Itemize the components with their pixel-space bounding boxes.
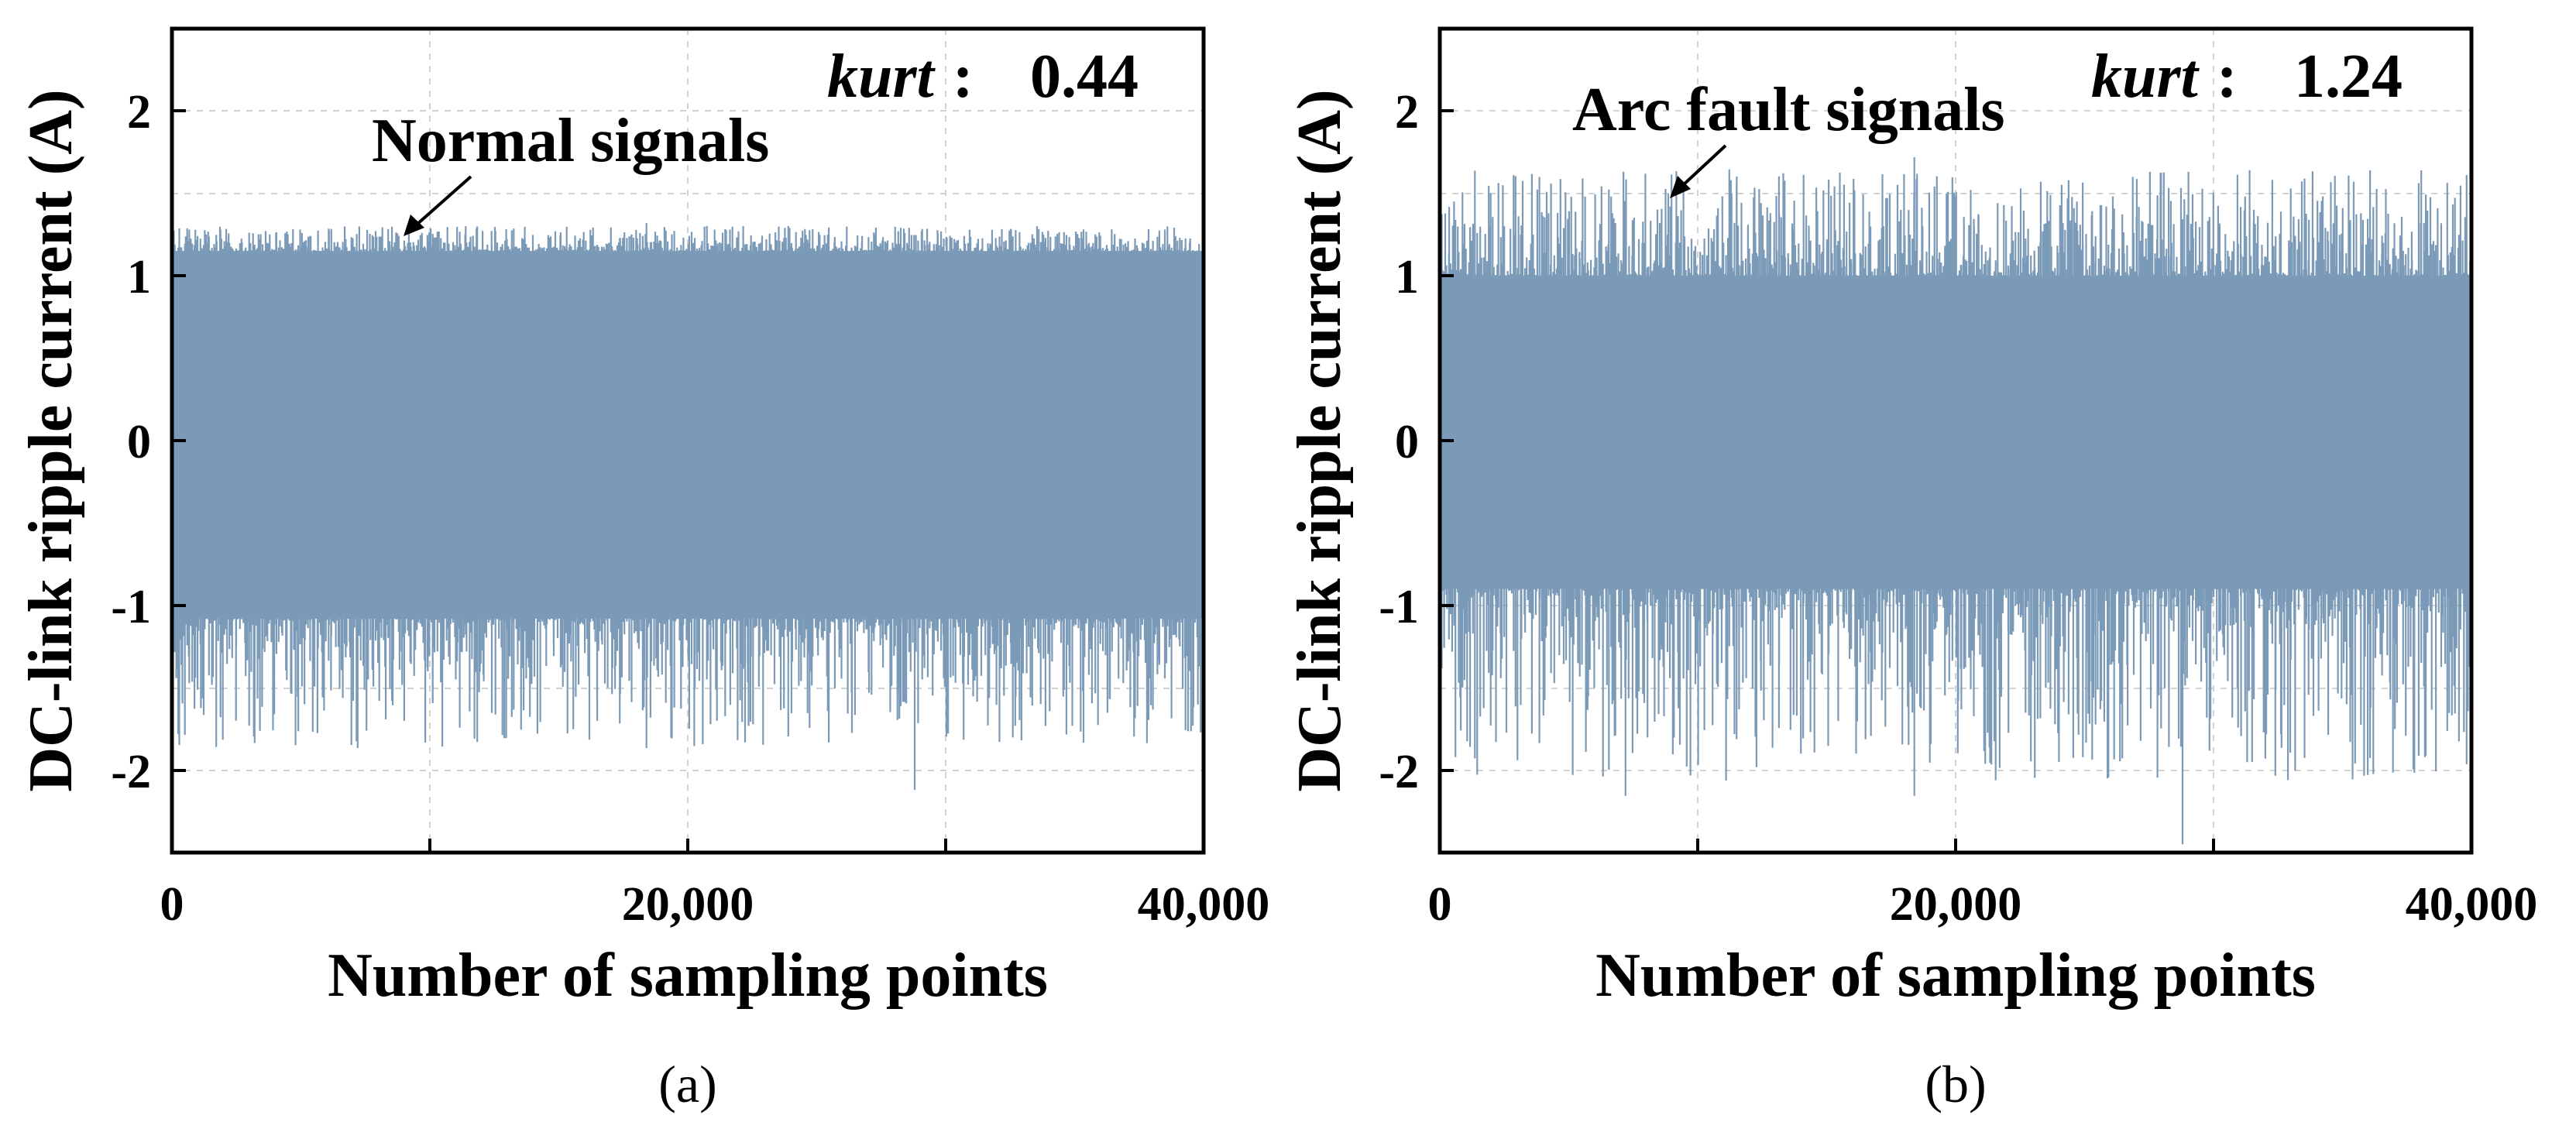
- panel-b-y-axis: -2 -1 0 1 2 DC-link ripple current (A): [1286, 86, 1454, 798]
- panel-b-caption: (b): [1925, 1055, 1986, 1114]
- panel-b-xtick-label: 20,000: [1890, 878, 2022, 931]
- panel-a-kurt-label: kurt: [827, 43, 936, 111]
- panel-a-ytick-label: 1: [127, 251, 151, 304]
- panel-b-kurt-separator: :: [2217, 43, 2238, 111]
- panel-a-kurt-separator: :: [953, 43, 974, 111]
- panel-b-kurt-value: 1.24: [2294, 43, 2403, 111]
- panel-a-x-axis-title: Number of sampling points: [328, 942, 1048, 1010]
- panel-a-ytick-label: -2: [111, 746, 151, 798]
- panel-b-ytick-label: 1: [1395, 251, 1419, 304]
- panel-a-ytick-label: 2: [127, 86, 151, 139]
- panel-b-ytick-label: 0: [1395, 416, 1419, 468]
- panel-b: -2 -1 0 1 2 DC-link ripple current (A) 0…: [1286, 26, 2538, 1114]
- panel-b-signal: [1439, 157, 2471, 845]
- panel-a-arrow-line: [415, 175, 472, 226]
- panel-b-ytick-label: -1: [1379, 581, 1419, 633]
- panel-a-y-axis: -2 -1 0 1 2 DC-link ripple current (A): [17, 86, 186, 798]
- panel-b-ytick-label: 2: [1395, 86, 1419, 139]
- panel-a-signal-spikes: [170, 223, 1204, 791]
- panel-b-arrow-line: [1681, 144, 1727, 187]
- panel-a-xtick-label: 20,000: [622, 878, 754, 931]
- panel-b-x-axis-title: Number of sampling points: [1595, 942, 2316, 1010]
- panel-a-signal-label: Normal signals: [372, 107, 769, 175]
- panel-a-ytick-label: -1: [111, 581, 151, 633]
- panel-b-xtick-label: 40,000: [2406, 878, 2538, 931]
- panel-a-arrow-head: [404, 214, 424, 236]
- panel-a-ytick-label: 0: [127, 416, 151, 468]
- panel-b-xtick-label: 0: [1428, 878, 1452, 931]
- panel-a-signal: [170, 223, 1204, 791]
- panel-b-x-axis: 0 20,000 40,000 Number of sampling point…: [1428, 839, 2538, 1010]
- panel-a-xtick-label: 0: [160, 878, 184, 931]
- panel-a-y-axis-title: DC-link ripple current (A): [17, 89, 85, 791]
- panel-b-annotations: kurt : 1.24 Arc fault signals: [1572, 43, 2403, 198]
- panel-b-signal-label: Arc fault signals: [1572, 76, 2005, 144]
- panel-b-y-axis-title: DC-link ripple current (A): [1286, 89, 1354, 791]
- panel-a-annotations: kurt : 0.44 Normal signals: [372, 43, 1139, 236]
- panel-b-signal-spikes: [1439, 157, 2471, 845]
- panel-b-kurt-label: kurt: [2091, 43, 2200, 111]
- panel-a-xtick-label: 40,000: [1138, 878, 1270, 931]
- panel-b-arrow-head: [1670, 176, 1691, 198]
- panel-a-x-axis: 0 20,000 40,000 Number of sampling point…: [160, 839, 1270, 1010]
- panel-b-ytick-label: -2: [1379, 746, 1419, 798]
- panel-a: -2 -1 0 1 2 DC-link ripple current (A) 0…: [17, 26, 1270, 1114]
- panel-a-kurt-value: 0.44: [1030, 43, 1139, 111]
- panel-a-caption: (a): [658, 1055, 716, 1114]
